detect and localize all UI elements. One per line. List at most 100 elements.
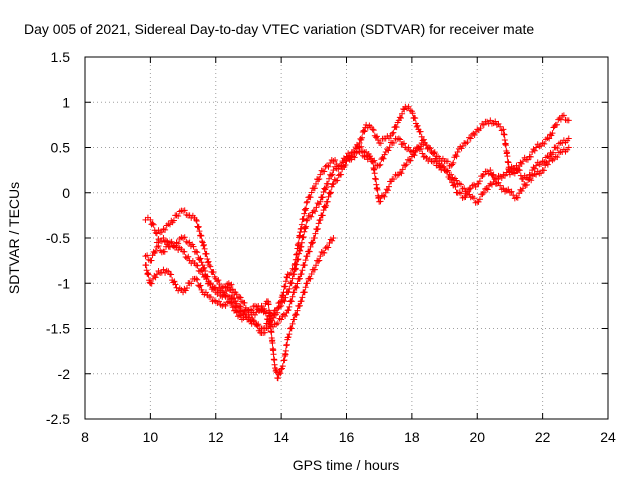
- data-point: [199, 271, 206, 278]
- y-tick-label: -0.5: [46, 230, 70, 246]
- data-point: [417, 128, 424, 135]
- data-point: [303, 199, 310, 206]
- data-point: [516, 167, 523, 174]
- data-point: [329, 237, 336, 244]
- data-point: [149, 275, 156, 282]
- y-tick-label: 1: [62, 94, 70, 110]
- data-point: [370, 127, 377, 134]
- data-point: [175, 213, 182, 220]
- data-point: [524, 156, 531, 163]
- data-point: [380, 155, 387, 162]
- data-point: [283, 341, 290, 348]
- data-point: [517, 186, 524, 193]
- data-point: [220, 289, 227, 296]
- data-point: [480, 171, 487, 178]
- data-point: [471, 132, 478, 139]
- data-point: [253, 321, 260, 328]
- data-point: [291, 316, 298, 323]
- data-point: [334, 177, 341, 184]
- data-point: [148, 280, 155, 287]
- data-point: [202, 268, 209, 275]
- data-point: [395, 171, 402, 178]
- data-point: [286, 331, 293, 338]
- data-point: [505, 186, 512, 193]
- data-point: [153, 230, 160, 237]
- data-point: [175, 240, 182, 247]
- data-point: [371, 170, 378, 177]
- data-point: [274, 320, 281, 327]
- data-point: [203, 250, 210, 257]
- data-point: [476, 196, 483, 203]
- y-axis-title: SDTVAR / TECUs: [6, 182, 22, 294]
- data-point: [298, 298, 305, 305]
- data-point: [317, 171, 324, 178]
- data-point: [325, 193, 332, 200]
- data-point: [197, 282, 204, 289]
- data-point: [228, 295, 235, 302]
- data-point: [268, 329, 275, 336]
- data-point: [312, 208, 319, 215]
- data-point: [332, 156, 339, 163]
- data-point: [497, 182, 504, 189]
- data-point: [487, 167, 494, 174]
- data-point: [155, 243, 162, 250]
- data-point: [425, 144, 432, 151]
- data-point: [181, 234, 188, 241]
- data-point: [475, 198, 482, 205]
- data-point: [270, 351, 277, 358]
- data-point: [419, 150, 426, 157]
- data-point: [309, 240, 316, 247]
- data-point: [491, 176, 498, 183]
- data-point: [295, 250, 302, 257]
- data-point: [315, 176, 322, 183]
- data-point: [282, 313, 289, 320]
- data-point: [311, 234, 318, 241]
- data-point: [152, 229, 159, 236]
- data-point: [565, 135, 572, 142]
- data-point: [287, 279, 294, 286]
- data-point: [409, 110, 416, 117]
- data-point: [316, 176, 323, 183]
- data-point: [181, 285, 188, 292]
- data-point: [480, 189, 487, 196]
- data-point: [152, 274, 159, 281]
- data-point: [390, 129, 397, 136]
- data-point: [197, 255, 204, 262]
- data-point: [554, 121, 561, 128]
- data-point: [520, 158, 527, 165]
- data-point: [514, 194, 521, 201]
- data-point: [196, 283, 203, 290]
- data-point: [546, 135, 553, 142]
- data-point: [343, 158, 350, 165]
- x-tick-labels: 8 10 12 14 16 18 20 22 24: [81, 429, 616, 445]
- data-point: [397, 136, 404, 143]
- data-point: [435, 158, 442, 165]
- data-point: [540, 167, 547, 174]
- data-point: [329, 181, 336, 188]
- data-point: [301, 289, 308, 296]
- data-point: [206, 262, 213, 269]
- data-point: [423, 154, 430, 161]
- data-point: [274, 375, 281, 382]
- data-point: [490, 171, 497, 178]
- data-point: [293, 284, 300, 291]
- data-point: [144, 252, 151, 259]
- gridlines: [85, 57, 608, 419]
- data-point: [328, 172, 335, 179]
- data-point: [470, 195, 477, 202]
- data-point: [207, 294, 214, 301]
- data-point: [369, 126, 376, 133]
- data-point: [397, 115, 404, 122]
- data-point: [541, 140, 548, 147]
- data-point: [161, 239, 168, 246]
- x-tick-label: 10: [143, 429, 159, 445]
- data-point: [304, 280, 311, 287]
- data-point: [199, 238, 206, 245]
- data-point: [304, 253, 311, 260]
- x-tick-label: 20: [469, 429, 485, 445]
- data-point: [228, 281, 235, 288]
- data-point: [312, 230, 319, 237]
- data-point: [278, 316, 285, 323]
- data-point: [342, 161, 349, 168]
- data-point: [171, 278, 178, 285]
